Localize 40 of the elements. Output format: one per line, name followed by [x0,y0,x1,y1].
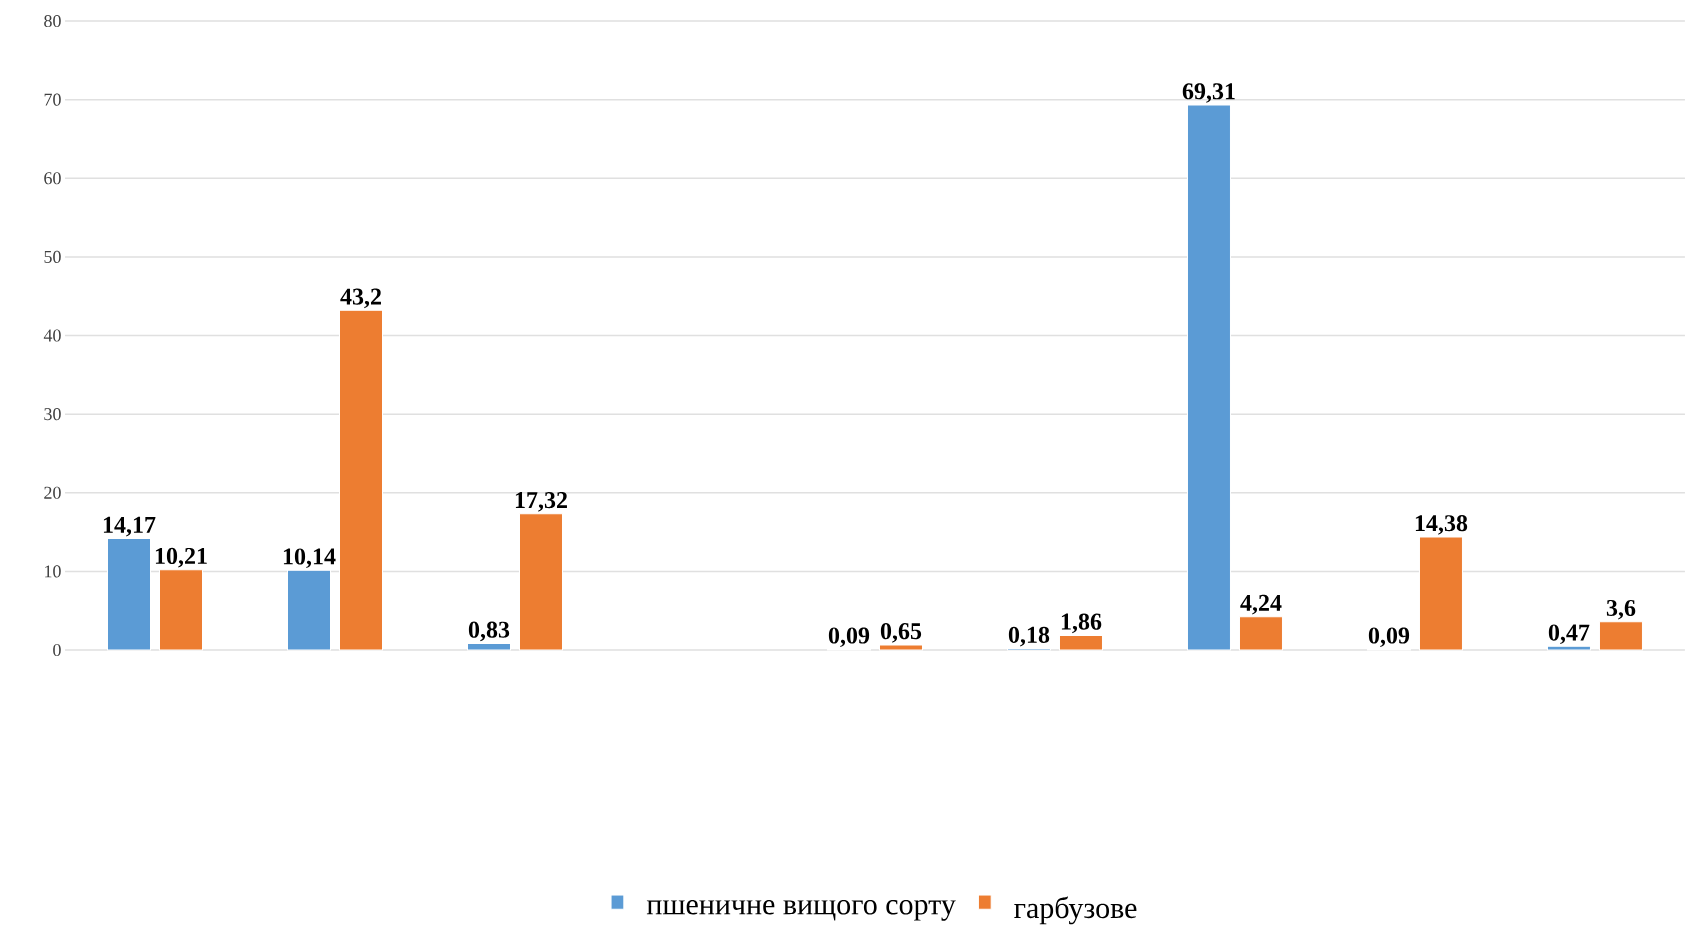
data-label: 69,31 [1182,83,1235,103]
data-label: 14,17 [103,516,156,537]
bar [107,538,151,651]
data-label: 3,6 [1606,599,1636,620]
data-label: 0,65 [880,623,922,643]
data-label: 43,2 [340,288,381,309]
bar [1418,536,1463,651]
data-label: 0,83 [468,621,510,642]
bar [287,569,331,651]
y-tick-label: 30 [44,408,61,421]
bar [466,642,511,651]
data-label: 10,14 [283,548,336,569]
legend-label: пшеничне вищого сорту [646,900,956,921]
data-label: 14,38 [1415,515,1468,535]
legend-label: гарбузове [1014,896,1137,925]
y-tick-label: 70 [44,93,61,106]
data-label: 1,86 [1061,613,1102,634]
y-tick-label: 60 [44,172,61,185]
y-tick-label: 40 [43,329,61,342]
bar [339,309,383,651]
bar [518,513,563,651]
y-tick-label: 50 [44,250,61,263]
y-tick-label: 20 [44,486,61,499]
data-label: 0,18 [1008,626,1050,647]
data-label: 0,47 [1548,624,1590,645]
bar [878,644,923,651]
data-label: 10,21 [155,547,207,568]
bar [1238,616,1283,651]
data-label: 0,09 [1368,627,1410,648]
bar [159,569,203,651]
data-label: 17,32 [515,492,567,512]
bar [1058,634,1103,651]
y-tick-label: 0 [53,643,61,657]
y-tick-label: 10 [45,565,61,578]
bar [1598,621,1643,651]
data-label: 0,09 [828,627,870,648]
data-label: 4,24 [1240,594,1282,615]
bar [1546,645,1591,651]
y-tick-label: 80 [44,14,61,28]
bar [1186,104,1231,651]
